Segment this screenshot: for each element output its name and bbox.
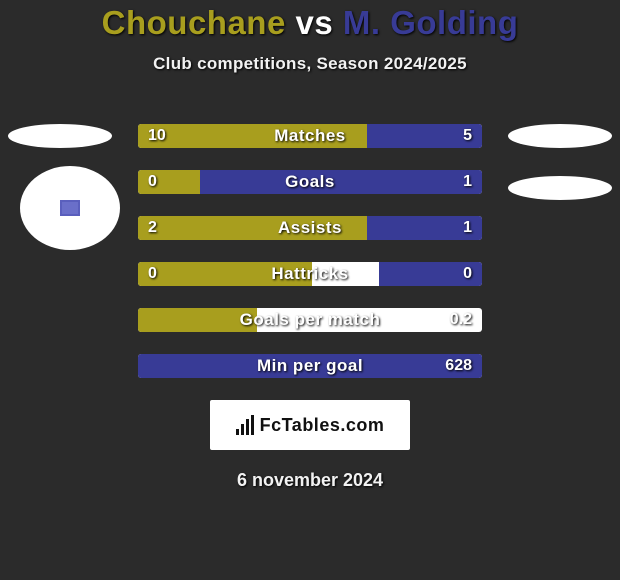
stat-value-left: 0 xyxy=(148,262,157,286)
brand-bar xyxy=(236,429,239,435)
stat-value-right: 1 xyxy=(463,170,472,194)
stat-row: Goals0 1 xyxy=(138,170,482,194)
player2-name: M. Golding xyxy=(343,4,518,41)
stat-value-right: 0 xyxy=(463,262,472,286)
stat-value-left: 10 xyxy=(148,124,166,148)
stat-label: Matches xyxy=(138,124,482,148)
page-title: Chouchane vs M. Golding xyxy=(0,4,620,42)
stat-value-right: 1 xyxy=(463,216,472,240)
brand-bar xyxy=(241,424,244,435)
stat-row: Assists2 1 xyxy=(138,216,482,240)
subtitle: Club competitions, Season 2024/2025 xyxy=(0,54,620,74)
stat-label: Assists xyxy=(138,216,482,240)
brand-text: FcTables.com xyxy=(260,415,385,436)
stat-label: Min per goal xyxy=(138,354,482,378)
stat-label: Goals xyxy=(138,170,482,194)
stat-value-left: 2 xyxy=(148,216,157,240)
decor-circle-inner-icon xyxy=(60,200,80,216)
vs-text: vs xyxy=(296,4,334,41)
stat-row: Hattricks0 0 xyxy=(138,262,482,286)
decor-ellipse-right-2 xyxy=(508,176,612,200)
stat-row: Min per goal628 xyxy=(138,354,482,378)
main-area: Matches105Goals01Assists21Hattricks00Goa… xyxy=(0,124,620,491)
brand-bars-icon xyxy=(236,415,254,435)
decor-ellipse-top-left xyxy=(8,124,112,148)
decor-circle-left xyxy=(20,166,120,250)
brand-box: FcTables.com xyxy=(210,400,410,450)
stat-row: Matches10 5 xyxy=(138,124,482,148)
stat-value-right: 628 xyxy=(445,354,472,378)
decor-ellipse-top-right xyxy=(508,124,612,148)
stat-label: Hattricks xyxy=(138,262,482,286)
date-text: 6 november 2024 xyxy=(0,470,620,491)
stat-value-right: 0.2 xyxy=(450,308,472,332)
stat-value-left: 0 xyxy=(148,170,157,194)
stat-label: Goals per match xyxy=(138,308,482,332)
stat-bars: Matches105Goals01Assists21Hattricks00Goa… xyxy=(138,124,482,378)
brand-bar xyxy=(246,419,249,435)
stat-value-right: 5 xyxy=(463,124,472,148)
brand-bar xyxy=(251,415,254,435)
player1-name: Chouchane xyxy=(102,4,286,41)
stat-row: Goals per match0.2 xyxy=(138,308,482,332)
comparison-card: Chouchane vs M. Golding Club competition… xyxy=(0,0,620,491)
